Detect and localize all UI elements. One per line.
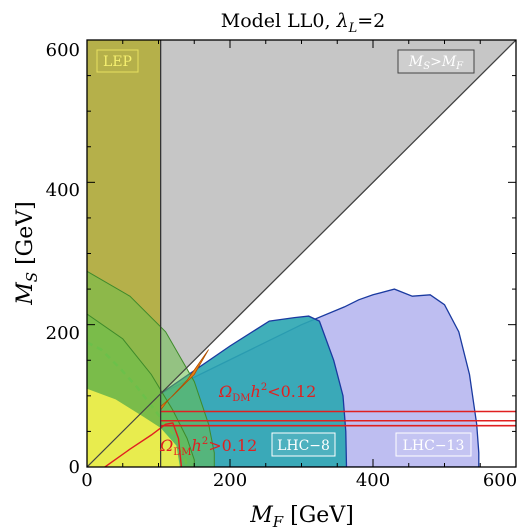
- y-tick-label: 400: [46, 180, 80, 201]
- x-tick-label: 200: [213, 470, 247, 491]
- y-tick-label: 200: [46, 323, 80, 344]
- omega-less-annotation: ΩDMh2<0.12: [218, 382, 316, 404]
- x-tick-label: 600: [483, 470, 517, 491]
- x-tick-label: 0: [81, 470, 92, 491]
- y-tick-label: 0: [69, 457, 80, 478]
- lhc13-label: LHC−13: [395, 432, 472, 457]
- dm-yellow-region: [87, 388, 180, 467]
- svg-text:LHC−8: LHC−8: [277, 438, 330, 454]
- x-tick-label: 400: [356, 470, 390, 491]
- omega-greater-annotation: ΩDMh2>0.12: [159, 436, 257, 458]
- diagonal-line: [87, 40, 516, 467]
- svg-text:LHC−13: LHC−13: [403, 438, 465, 454]
- y-tick-labels: 0 200 400 600: [46, 40, 80, 478]
- chart-title: Model LL0, λL=2: [221, 10, 386, 36]
- lhc8-label: LHC−8: [271, 432, 336, 457]
- svg-text:LEP: LEP: [103, 54, 132, 70]
- svg-text:MS>MF: MS>MF: [408, 54, 464, 72]
- relic-red-curve: [104, 422, 183, 467]
- ms-gt-mf-label: MS>MF: [397, 49, 475, 74]
- axis-ticks: [86, 39, 517, 468]
- dm-dashed-contour: [87, 341, 189, 467]
- orange-band: [160, 349, 209, 412]
- x-axis-label: MF [GeV]: [249, 503, 354, 529]
- lep-label: LEP: [96, 49, 139, 73]
- y-tick-label: 600: [46, 40, 80, 61]
- x-tick-labels: 0 200 400 600: [81, 470, 517, 491]
- y-axis-label: MS [GeV]: [13, 201, 41, 305]
